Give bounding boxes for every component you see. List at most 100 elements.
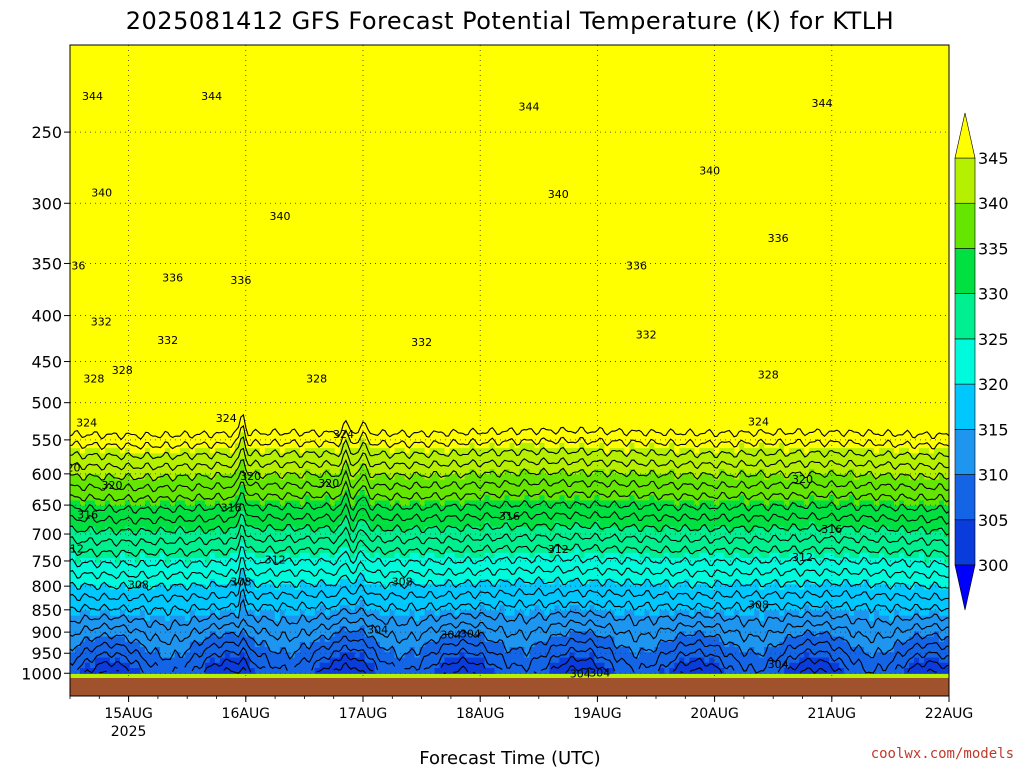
fill-cell (170, 139, 176, 145)
fill-cell (884, 150, 890, 156)
fill-cell (330, 171, 336, 177)
fill-cell (250, 171, 256, 177)
fill-cell (604, 171, 610, 177)
fill-cell (894, 118, 900, 124)
fill-cell (579, 165, 585, 171)
fill-cell (719, 186, 725, 192)
fill-cell (340, 155, 346, 161)
fill-cell (684, 186, 690, 192)
fill-cell (579, 150, 585, 156)
fill-cell (275, 76, 281, 82)
fill-cell (549, 61, 555, 67)
fill-cell (669, 76, 675, 82)
fill-cell (330, 139, 336, 145)
fill-cell (734, 87, 740, 93)
fill-cell (225, 186, 231, 192)
fill-cell (210, 118, 216, 124)
fill-cell (814, 87, 820, 93)
fill-cell (644, 71, 650, 77)
fill-cell (135, 124, 141, 130)
fill-cell (864, 144, 870, 150)
fill-cell (799, 118, 805, 124)
fill-cell (744, 139, 750, 145)
fill-cell (165, 171, 171, 177)
fill-cell (789, 92, 795, 98)
fill-cell (934, 55, 940, 61)
fill-cell (579, 160, 585, 166)
fill-cell (699, 103, 705, 109)
fill-cell (365, 186, 371, 192)
fill-cell (310, 160, 316, 166)
fill-cell (879, 176, 885, 182)
fill-cell (450, 108, 456, 114)
fill-cell (754, 113, 760, 119)
fill-cell (619, 144, 625, 150)
fill-cell (445, 124, 451, 130)
fill-cell (375, 97, 381, 103)
fill-cell (285, 66, 291, 72)
fill-cell (874, 66, 880, 72)
fill-cell (145, 55, 151, 61)
fill-cell (160, 176, 166, 182)
fill-cell (280, 108, 286, 114)
fill-cell (619, 61, 625, 67)
fill-cell (425, 71, 431, 77)
fill-cell (919, 186, 925, 192)
fill-cell (435, 144, 441, 150)
fill-cell (360, 186, 366, 192)
fill-cell (320, 113, 326, 119)
fill-cell (420, 76, 426, 82)
fill-cell (549, 165, 555, 171)
fill-cell (749, 61, 755, 67)
fill-cell (370, 134, 376, 140)
fill-cell (554, 118, 560, 124)
fill-cell (505, 181, 511, 187)
fill-cell (420, 186, 426, 192)
fill-cell (599, 71, 605, 77)
fill-cell (814, 171, 820, 177)
fill-cell (345, 71, 351, 77)
fill-cell (559, 76, 565, 82)
fill-cell (809, 124, 815, 130)
fill-cell (519, 129, 525, 135)
fill-cell (679, 50, 685, 56)
fill-cell (355, 139, 361, 145)
fill-cell (844, 108, 850, 114)
fill-cell (340, 176, 346, 182)
fill-cell (614, 124, 620, 130)
fill-cell (669, 165, 675, 171)
fill-cell (225, 171, 231, 177)
fill-cell (95, 55, 101, 61)
fill-cell (190, 50, 196, 56)
fill-cell (490, 124, 496, 130)
fill-cell (335, 108, 341, 114)
fill-cell (789, 171, 795, 177)
fill-cell (95, 124, 101, 130)
fill-cell (829, 76, 835, 82)
fill-cell (455, 134, 461, 140)
fill-cell (500, 103, 506, 109)
fill-cell (569, 92, 575, 98)
fill-cell (764, 181, 770, 187)
fill-cell (355, 82, 361, 88)
fill-cell (704, 55, 710, 61)
fill-cell (90, 45, 96, 51)
fill-cell (170, 108, 176, 114)
fill-cell (170, 87, 176, 93)
fill-cell (584, 176, 590, 182)
fill-cell (864, 97, 870, 103)
fill-cell (924, 155, 930, 161)
fill-cell (285, 192, 291, 198)
fill-cell (510, 113, 516, 119)
fill-cell (315, 76, 321, 82)
fill-cell (155, 176, 161, 182)
fill-cell (569, 61, 575, 67)
fill-cell (619, 55, 625, 61)
fill-cell (75, 113, 81, 119)
fill-cell (889, 103, 895, 109)
fill-cell (250, 186, 256, 192)
fill-cell (579, 76, 585, 82)
fill-cell (664, 108, 670, 114)
fill-cell (929, 155, 935, 161)
fill-cell (450, 50, 456, 56)
